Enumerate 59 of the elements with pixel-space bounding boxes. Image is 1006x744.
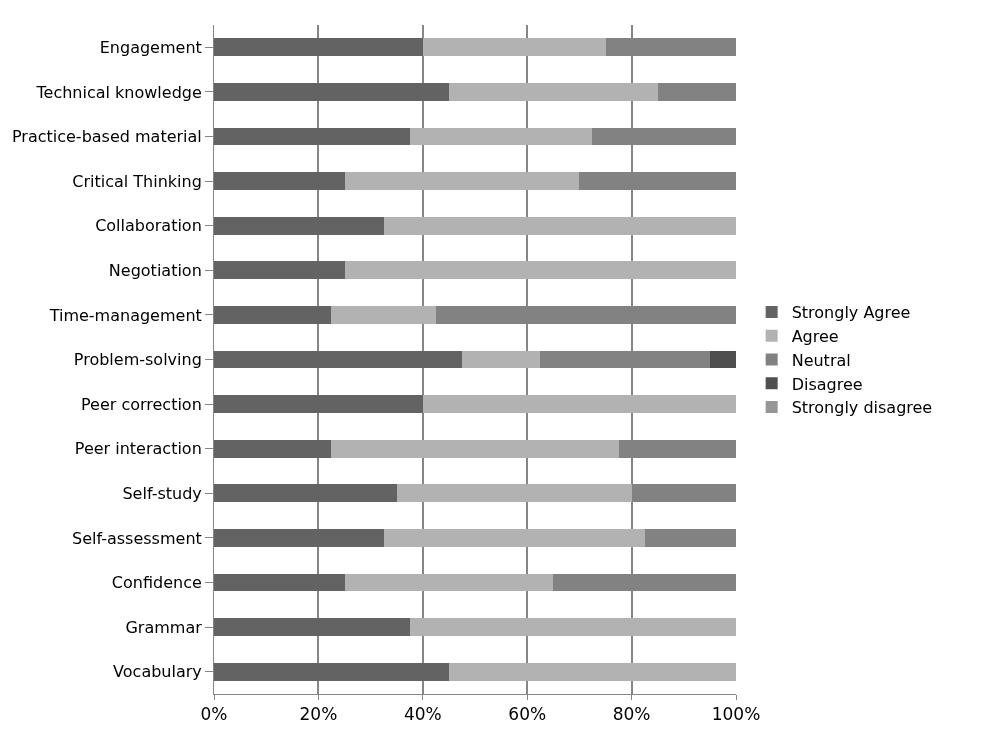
x-tick-label: 20%: [299, 704, 338, 725]
bar: [396, 484, 632, 503]
bar: [214, 528, 384, 547]
bar: [214, 395, 423, 414]
legend-label: Strongly Agree: [791, 303, 911, 323]
bar: [448, 662, 736, 681]
bar: [214, 305, 332, 324]
y-tick-label: Problem-solving: [73, 350, 202, 370]
y-tick-label: Negotiation: [108, 260, 202, 280]
bar: [709, 350, 736, 369]
y-tick-label: Time-management: [48, 305, 202, 325]
x-tick-label: 40%: [403, 704, 442, 725]
bar: [214, 350, 462, 369]
bar: [214, 484, 397, 503]
y-tick-label: Engagement: [99, 37, 202, 57]
x-tick-label: 100%: [711, 704, 761, 725]
y-tick-label: Peer correction: [80, 394, 202, 414]
bar: [214, 618, 410, 637]
bar: [214, 216, 384, 235]
bar: [657, 82, 736, 101]
legend-label: Disagree: [791, 374, 863, 394]
bar: [214, 38, 423, 57]
bar: [214, 662, 449, 681]
legend-label: Neutral: [791, 350, 851, 370]
bar: [331, 305, 436, 324]
bar: [214, 172, 345, 191]
bar: [344, 261, 736, 280]
bar: [422, 38, 606, 57]
bar: [344, 573, 554, 592]
bar: [422, 395, 736, 414]
y-tick-label: Peer interaction: [74, 439, 202, 459]
bar: [409, 127, 593, 146]
y-tick-label: Practice-based material: [11, 127, 202, 147]
bar: [214, 127, 410, 146]
legend-label: Agree: [791, 326, 839, 346]
bar: [461, 350, 541, 369]
bar: [644, 528, 736, 547]
bar: [448, 82, 658, 101]
bar: [214, 439, 332, 458]
y-tick-label: Grammar: [125, 617, 203, 637]
y-tick-label: Vocabulary: [113, 662, 202, 682]
y-tick-label: Confidence: [111, 573, 202, 593]
y-tick-label: Technical knowledge: [35, 82, 202, 102]
bar: [409, 618, 736, 637]
bar: [331, 439, 619, 458]
bar: [344, 172, 580, 191]
bar: [214, 573, 345, 592]
y-tick-label: Self-assessment: [71, 528, 202, 548]
bar: [214, 82, 449, 101]
bar: [214, 261, 345, 280]
x-tick-label: 80%: [612, 704, 651, 725]
legend-label: Strongly disagree: [791, 398, 933, 418]
bar: [383, 528, 645, 547]
bar: [383, 216, 736, 235]
x-tick-label: 60%: [508, 704, 547, 725]
y-tick-label: Collaboration: [95, 216, 202, 236]
y-tick-label: Self-study: [122, 483, 202, 503]
y-tick-label: Critical Thinking: [72, 171, 202, 191]
x-tick-label: 0%: [200, 704, 228, 725]
